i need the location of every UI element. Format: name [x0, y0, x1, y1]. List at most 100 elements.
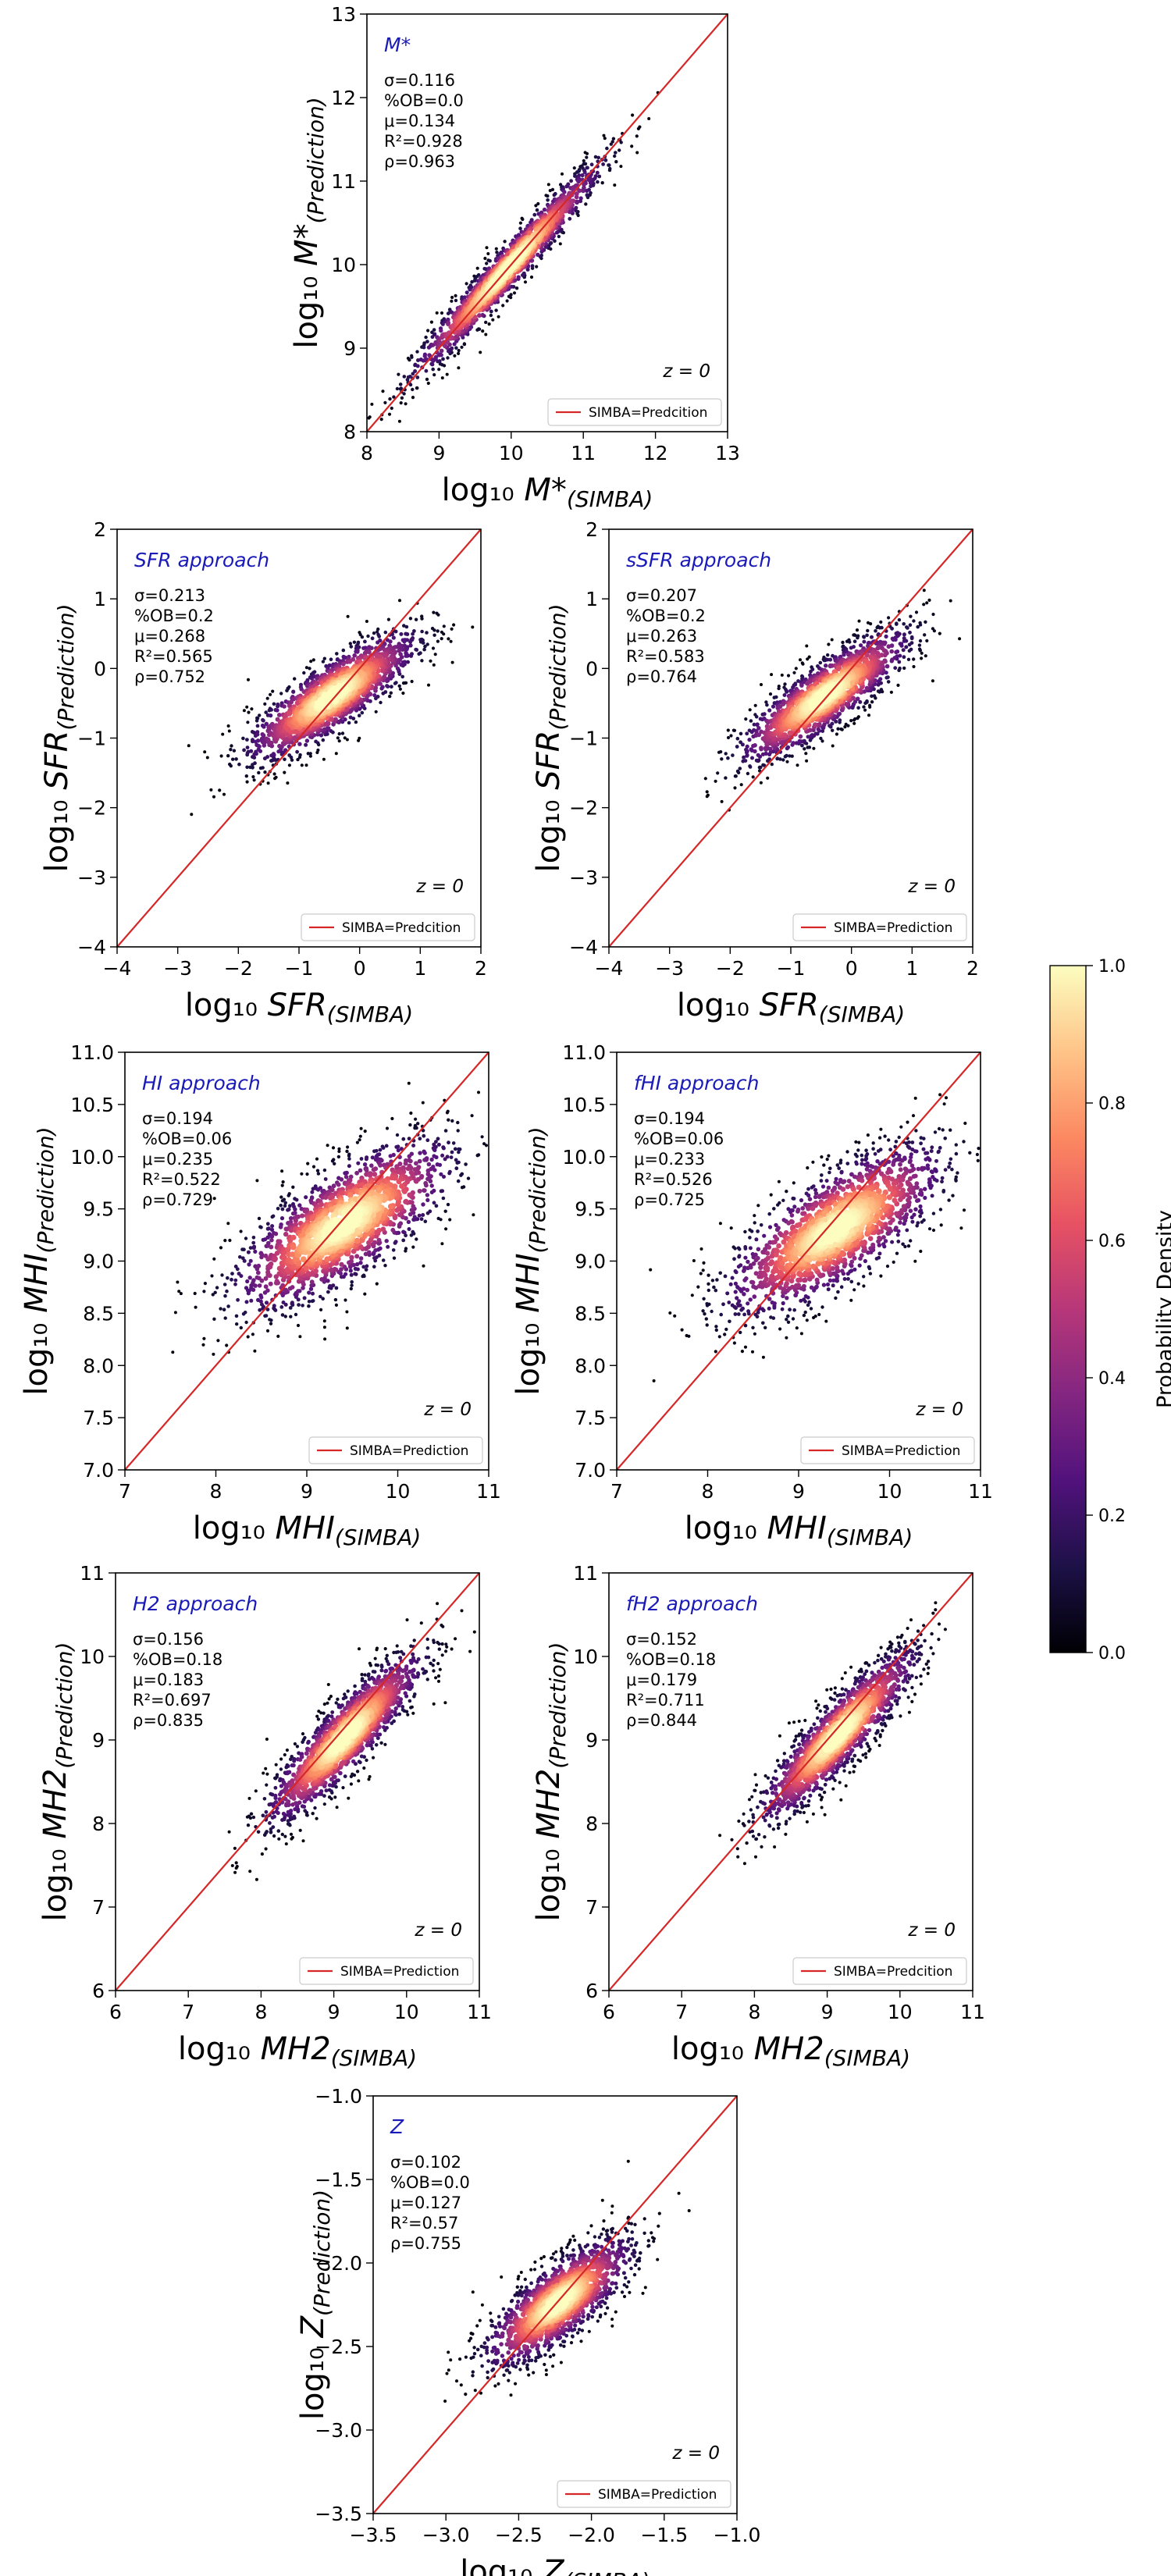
data-point: [372, 631, 376, 635]
data-point: [881, 648, 887, 653]
data-point: [269, 1237, 274, 1243]
data-point: [302, 671, 306, 675]
data-point: [259, 1254, 264, 1260]
data-point: [404, 402, 408, 406]
data-point: [251, 1332, 254, 1336]
data-point: [739, 783, 743, 787]
data-point: [430, 626, 435, 631]
data-point: [287, 1194, 290, 1197]
data-point: [767, 757, 771, 761]
data-point: [395, 1133, 400, 1137]
data-point: [720, 799, 724, 803]
data-point: [534, 204, 538, 208]
data-point: [442, 624, 446, 628]
data-point: [226, 1222, 230, 1226]
data-point: [411, 387, 415, 392]
data-point: [315, 1169, 320, 1172]
data-point: [415, 1126, 418, 1130]
data-point: [800, 677, 805, 681]
data-point: [442, 1175, 446, 1179]
x-tick-label: 2: [475, 957, 487, 980]
data-point: [585, 151, 589, 155]
data-point: [244, 1320, 248, 1325]
data-point: [269, 740, 274, 745]
data-point: [443, 1157, 447, 1162]
data-point: [426, 381, 430, 386]
y-tick-label: −4: [77, 936, 106, 959]
data-point: [729, 734, 733, 738]
data-point: [255, 732, 260, 737]
data-point: [418, 1151, 422, 1155]
data-point: [311, 1165, 316, 1169]
data-point: [882, 653, 888, 658]
data-point: [446, 1202, 450, 1207]
data-point: [514, 286, 519, 290]
data-point: [283, 748, 288, 753]
data-point: [886, 644, 892, 649]
data-point: [589, 162, 594, 167]
data-point: [482, 1142, 486, 1146]
data-point: [401, 1137, 406, 1141]
data-point: [475, 328, 479, 332]
data-point: [536, 201, 540, 206]
data-point: [852, 721, 856, 725]
data-point: [436, 1216, 440, 1221]
stat-line: μ=0.268: [134, 627, 205, 646]
data-point: [740, 742, 745, 747]
data-point: [337, 731, 341, 736]
data-point: [561, 172, 564, 176]
data-point: [844, 702, 849, 706]
data-point: [548, 189, 552, 193]
data-point: [372, 1240, 378, 1245]
data-point: [771, 704, 776, 709]
data-point: [464, 290, 469, 295]
data-point: [297, 1303, 301, 1307]
data-point: [647, 117, 651, 120]
data-point: [582, 170, 587, 175]
data-point: [347, 1157, 351, 1161]
data-point: [535, 265, 539, 269]
data-point: [248, 1258, 253, 1263]
data-point: [724, 752, 728, 756]
data-point: [337, 739, 341, 743]
data-point: [234, 757, 238, 761]
data-point: [390, 1116, 394, 1121]
data-point: [460, 345, 464, 349]
data-point: [401, 1229, 406, 1234]
data-point: [404, 651, 408, 656]
data-point: [429, 1157, 434, 1162]
data-point: [401, 681, 406, 685]
data-point: [398, 1221, 404, 1226]
data-point: [408, 617, 413, 621]
data-point: [227, 729, 231, 733]
data-point: [285, 688, 289, 692]
data-point: [398, 382, 403, 386]
data-point: [878, 677, 883, 681]
data-point: [893, 666, 898, 671]
data-point: [385, 684, 390, 688]
data-point: [361, 1265, 366, 1269]
data-points: [703, 589, 962, 812]
data-point: [456, 1129, 460, 1133]
data-point: [779, 739, 785, 745]
data-point: [259, 1226, 263, 1229]
data-point: [396, 1148, 400, 1153]
data-point: [391, 635, 396, 640]
data-point: [434, 1140, 438, 1144]
data-point: [274, 1279, 279, 1284]
data-point: [781, 732, 788, 738]
data-point: [322, 727, 327, 732]
data-point: [813, 731, 818, 736]
data-point: [494, 308, 498, 312]
data-point: [476, 272, 481, 277]
data-point: [441, 1196, 446, 1201]
data-point: [958, 637, 962, 641]
identity-line: [608, 528, 973, 948]
data-point: [705, 790, 709, 794]
data-point: [271, 1214, 276, 1219]
data-point: [448, 1218, 452, 1222]
data-point: [391, 1248, 396, 1252]
data-point: [218, 788, 222, 792]
data-point: [422, 647, 426, 652]
data-point: [475, 266, 479, 270]
